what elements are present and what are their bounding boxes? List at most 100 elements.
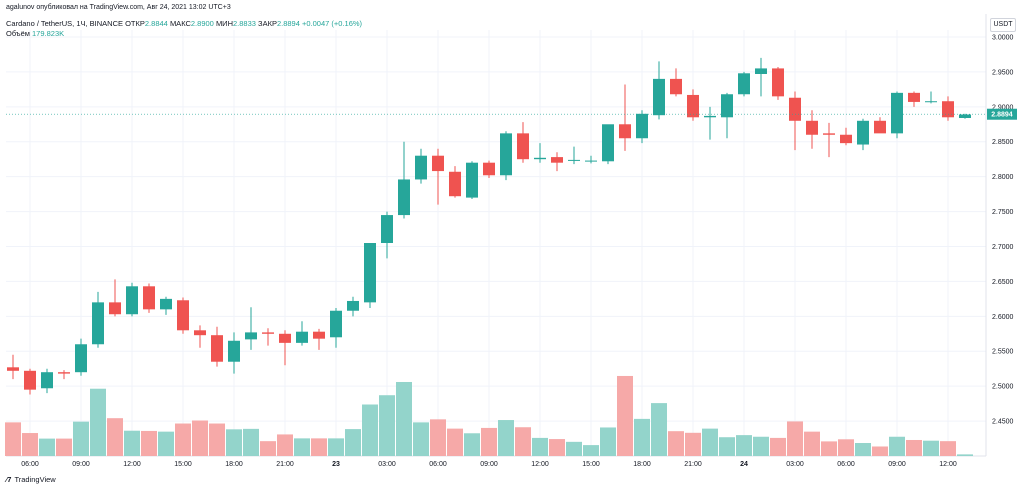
currency-button[interactable]: USDT [990, 18, 1016, 32]
candle-body [602, 124, 614, 162]
volume-bar [532, 437, 548, 456]
x-tick-label: 12:00 [939, 461, 957, 468]
candle-body [245, 332, 257, 340]
x-tick-label: 18:00 [633, 461, 651, 468]
x-tick-label: 09:00 [72, 461, 90, 468]
volume-bar [600, 427, 616, 456]
volume-bar [549, 439, 565, 456]
volume-bar [5, 422, 21, 456]
candle-body [585, 160, 597, 162]
volume-bar [345, 429, 361, 456]
candle-body [891, 92, 903, 134]
last-price-label: 2.8894 [991, 112, 1013, 119]
volume-bar [753, 436, 769, 456]
candle-body [126, 286, 138, 315]
volume-bar [226, 429, 242, 456]
volume-bar [447, 428, 463, 456]
candle-body [449, 171, 461, 197]
volume-bar [73, 421, 89, 456]
last-price-badge [987, 108, 1017, 120]
volume-bar [821, 441, 837, 456]
candle-body [500, 133, 512, 176]
candle-body [755, 68, 767, 74]
candle-body [432, 155, 444, 172]
tradingview-logo-icon: ⁄7 [6, 475, 12, 484]
legend-close-label: ЗАКР [258, 19, 277, 28]
candle-body [840, 134, 852, 144]
candle-body [789, 97, 801, 121]
chart-legend: Cardano / TetherUS, 1Ч, BINANCE ОТКР2.88… [6, 19, 362, 39]
volume-bar [855, 443, 871, 456]
volume-bar [209, 423, 225, 456]
volume-bar [872, 446, 888, 456]
volume-bar [39, 438, 55, 456]
volume-bar [107, 418, 123, 456]
legend-ohlc-row: Cardano / TetherUS, 1Ч, BINANCE ОТКР2.88… [6, 19, 362, 29]
legend-high-label: МАКС [169, 19, 191, 28]
candle-body [228, 340, 240, 362]
candle-body [466, 162, 478, 198]
volume-bar [634, 418, 650, 456]
y-tick-label: 2.7000 [992, 244, 1014, 251]
candle-body [517, 133, 529, 160]
candle-body [415, 155, 427, 180]
volume-bar [736, 435, 752, 456]
volume-bar [430, 419, 446, 456]
candle-body [738, 73, 750, 95]
volume-bar [124, 430, 140, 456]
volume-bar [464, 433, 480, 456]
candle-body [211, 335, 223, 362]
candle-body [670, 78, 682, 95]
candle-body [313, 331, 325, 339]
candle-body [398, 179, 410, 216]
volume-bar [770, 437, 786, 456]
legend-change: +0.0047 (+0.16%) [302, 19, 363, 28]
candle-body [177, 300, 189, 331]
candle-body [551, 157, 563, 163]
volume-bar [379, 395, 395, 456]
candle-body [109, 302, 121, 315]
volume-bar [141, 430, 157, 456]
brand-name: TradingView [14, 475, 56, 484]
candle-body [925, 101, 937, 103]
volume-bar [175, 423, 191, 456]
candle-body [92, 302, 104, 345]
candle-body [772, 68, 784, 97]
candle-body [619, 124, 631, 139]
legend-close-value: 2.8894 [276, 19, 300, 28]
volume-bar [90, 388, 106, 456]
x-tick-label: 09:00 [480, 461, 498, 468]
y-tick-label: 2.5500 [992, 349, 1014, 356]
volume-bar [787, 421, 803, 456]
x-tick-label: 15:00 [582, 461, 600, 468]
candle-body [330, 310, 342, 338]
y-tick-label: 2.8000 [992, 174, 1014, 181]
volume-bar [192, 420, 208, 456]
x-tick-label: 06:00 [21, 461, 39, 468]
candle-body [857, 120, 869, 145]
candle-body [347, 300, 359, 311]
volume-bar [957, 454, 973, 456]
candle-body [721, 94, 733, 118]
volume-bar [566, 441, 582, 456]
volume-bar [804, 431, 820, 456]
x-tick-label: 21:00 [684, 461, 702, 468]
candle-body [568, 159, 580, 161]
candle-body [636, 113, 648, 139]
volume-bar [685, 432, 701, 456]
volume-bar [923, 440, 939, 456]
volume-bar [413, 422, 429, 456]
candle-body [364, 243, 376, 303]
volume-bar [498, 420, 514, 456]
volume-bar [260, 441, 276, 456]
volume-bar [277, 434, 293, 456]
x-tick-label: 15:00 [174, 461, 192, 468]
publisher-info: agalunov опубликовал на TradingView.com,… [6, 4, 231, 11]
legend-high-value: 2.8900 [190, 19, 214, 28]
candle-body [942, 101, 954, 118]
volume-bar [583, 445, 599, 456]
x-tick-label: 18:00 [225, 461, 243, 468]
candle-body [262, 332, 274, 334]
y-tick-label: 2.4500 [992, 419, 1014, 426]
